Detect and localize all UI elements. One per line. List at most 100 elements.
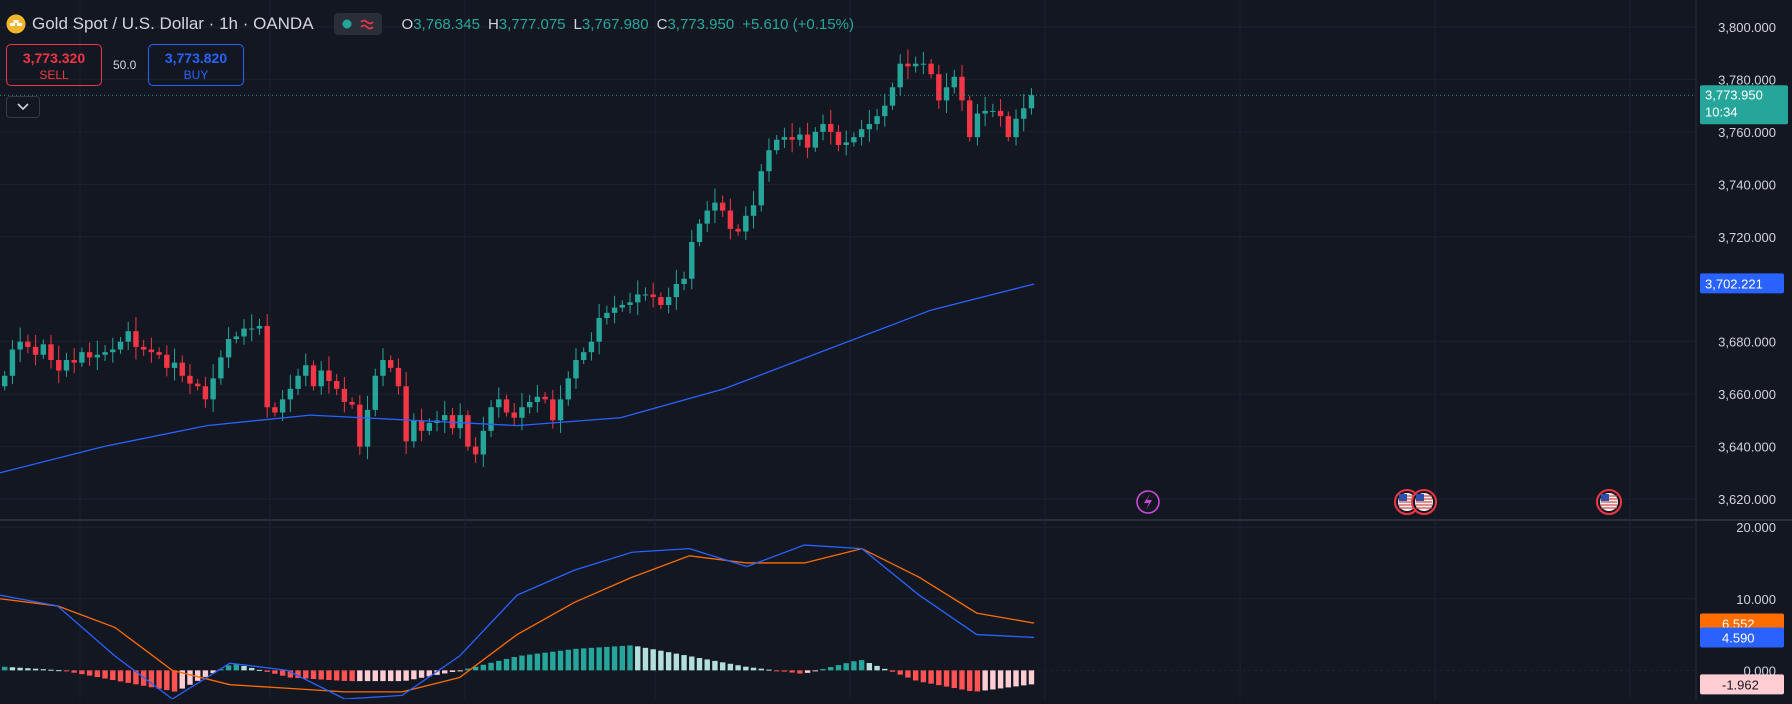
- candle-up: [171, 362, 178, 368]
- candle-up: [920, 63, 927, 65]
- candle-up: [79, 352, 85, 363]
- ohlc-low-value: 3,767.980: [581, 15, 649, 33]
- histogram-bar: [202, 670, 209, 677]
- histogram-bar: [480, 664, 487, 671]
- histogram-bar: [164, 670, 170, 691]
- candle-up: [287, 388, 294, 400]
- histogram-bar: [156, 670, 162, 689]
- histogram-bar: [974, 670, 981, 692]
- current-price-label: 3,773.950: [1705, 87, 1763, 102]
- histogram-bar: [658, 650, 664, 671]
- candle-up: [858, 129, 865, 138]
- histogram-bar: [272, 670, 278, 674]
- current-price-tag: [1700, 85, 1788, 125]
- histogram-bar: [357, 670, 363, 682]
- histogram-bar: [117, 670, 124, 682]
- candle-up: [94, 354, 101, 358]
- candle-down: [179, 362, 185, 376]
- candle-down: [1005, 116, 1011, 138]
- histogram-bar: [511, 657, 517, 671]
- histogram-bar: [573, 648, 579, 671]
- candle-up: [627, 302, 633, 305]
- histogram-bar: [218, 669, 224, 671]
- ohlc-low-key: L: [573, 15, 582, 33]
- histogram-bar: [550, 651, 556, 671]
- candle-down: [658, 297, 664, 305]
- histogram-value-label: -1.962: [1722, 677, 1759, 692]
- histogram-bar: [56, 670, 62, 672]
- histogram-bar: [395, 670, 402, 682]
- collapse-legend-button[interactable]: [6, 96, 40, 118]
- histogram-bar: [457, 670, 463, 672]
- candle-down: [418, 420, 425, 431]
- histogram-bar: [712, 660, 718, 671]
- candle-down: [25, 341, 31, 347]
- candle-up: [712, 202, 718, 211]
- histogram-bar: [233, 664, 239, 671]
- histogram-bar: [928, 670, 934, 684]
- histogram-bar: [519, 655, 525, 671]
- candle-down: [272, 407, 278, 413]
- histogram-bar: [2, 666, 8, 671]
- histogram-bar: [442, 670, 448, 674]
- price-axis-label: 3,720.000: [1718, 230, 1776, 245]
- candle-down: [86, 352, 93, 358]
- gold-coin-icon: [6, 14, 26, 34]
- histogram-bar: [380, 670, 386, 682]
- candle-up: [897, 63, 903, 88]
- oscillator-axis-label: 20.000: [1736, 520, 1776, 535]
- candle-up: [882, 105, 888, 117]
- candle-down: [511, 412, 517, 418]
- candle-down: [472, 446, 479, 455]
- candle-up: [411, 420, 417, 442]
- histogram-bar: [743, 666, 749, 671]
- buy-button[interactable]: 3,773.820 BUY: [148, 44, 244, 86]
- macd-line: [0, 544, 1035, 700]
- histogram-bar: [1028, 670, 1035, 685]
- histogram-bar: [696, 657, 703, 671]
- candle-down: [133, 331, 139, 347]
- histogram-bar: [349, 670, 355, 682]
- histogram-bar: [303, 670, 309, 679]
- histogram-bar: [388, 670, 394, 682]
- candle-down: [326, 370, 332, 382]
- candle-up: [233, 336, 239, 340]
- histogram-bar: [905, 670, 911, 678]
- histogram-bar: [735, 665, 741, 671]
- histogram-bar: [434, 670, 440, 675]
- spread-value: 50.0: [113, 58, 137, 72]
- candles: [2, 49, 1035, 468]
- histogram-bar: [797, 670, 803, 674]
- candle-down: [310, 365, 317, 387]
- market-status-pill[interactable]: [333, 13, 382, 35]
- candle-down: [388, 360, 394, 368]
- histogram-bar: [565, 649, 571, 671]
- candle-up: [982, 110, 988, 114]
- candle-up: [889, 87, 896, 106]
- histogram-bar: [287, 670, 294, 678]
- candle-up: [125, 331, 131, 342]
- candle-up: [611, 307, 618, 313]
- candle-down: [164, 354, 170, 368]
- histogram-bar: [588, 647, 595, 671]
- price-axis-label: 3,640.000: [1718, 440, 1776, 455]
- candle-down: [967, 100, 973, 138]
- histogram-bar: [943, 670, 950, 687]
- candle-down: [542, 396, 548, 400]
- histogram-bar: [781, 670, 788, 672]
- candle-up: [488, 407, 494, 431]
- candle-down: [936, 74, 942, 101]
- histogram-bar: [1005, 670, 1011, 688]
- histogram-bar: [650, 649, 656, 671]
- sell-button[interactable]: 3,773.320 SELL: [6, 44, 102, 86]
- histogram-bar: [820, 668, 826, 671]
- moving-average-line: [0, 283, 1035, 474]
- histogram-bar: [951, 670, 957, 689]
- histogram-bar: [449, 670, 456, 672]
- candle-down: [928, 63, 934, 75]
- symbol-title[interactable]: Gold Spot / U.S. Dollar · 1h · OANDA: [32, 14, 314, 33]
- market-open-dot-icon: [342, 19, 352, 29]
- histogram-bar: [882, 668, 888, 671]
